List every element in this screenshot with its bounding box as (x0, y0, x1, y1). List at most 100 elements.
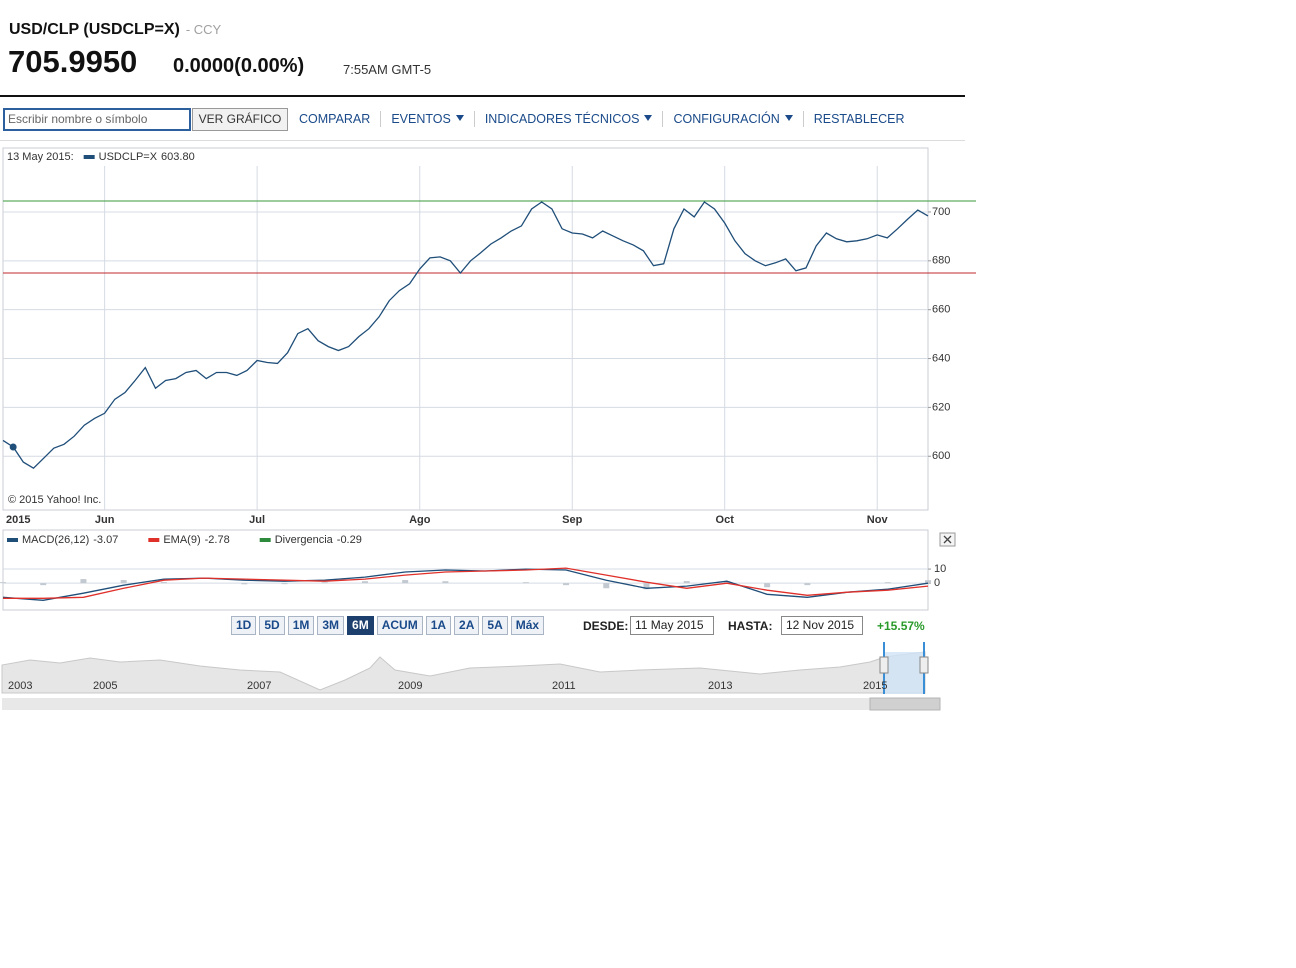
navigator-year: 2013 (708, 680, 732, 692)
navigator (1, 640, 941, 711)
x-tick-label: Jun (95, 514, 115, 526)
series-line (2, 568, 929, 601)
close-icon (943, 535, 952, 544)
bar (563, 583, 570, 586)
bar (723, 581, 730, 584)
bar (160, 582, 167, 584)
bar (522, 582, 529, 584)
legend-swatch (148, 538, 160, 542)
to-label: HASTA: (728, 619, 773, 633)
plot-frame (2, 147, 929, 511)
series-line (3, 567, 929, 599)
legend-name: Divergencia (275, 534, 334, 546)
bar (643, 583, 650, 590)
navigator-sparkline (1, 651, 926, 694)
chart: 0 10 MACD(26,12) -3.07 EMA(9) -2.78 Divergenci… (0, 529, 946, 611)
view-chart-button[interactable]: VER GRÁFICO (192, 108, 288, 131)
from-date[interactable]: 11 May 2015 (630, 616, 714, 635)
toolbar-menu: COMPARAR EVENTOS INDICADORES TÉCNICOS CONFI… (289, 111, 915, 127)
legend-date: 13 May 2015: (7, 151, 74, 163)
range-button[interactable]: Máx (510, 616, 545, 635)
y-tick-label: 640 (932, 352, 950, 364)
price: 705.9950 (8, 44, 138, 79)
range-change: +15.57% (877, 619, 925, 633)
menu-item[interactable]: INDICADORES TÉCNICOS (473, 111, 663, 127)
x-tick-label: Nov (867, 514, 889, 526)
bar (603, 583, 610, 589)
y-tick-label: 660 (932, 304, 950, 316)
range-buttons: 1D 5D 1M 3M 6M ACUM 1A 2A 5A Máx (231, 616, 545, 635)
bar (281, 583, 288, 585)
bar (241, 583, 248, 585)
search-input[interactable]: Escribir nombre o símbolo (3, 108, 191, 131)
bar (40, 583, 47, 586)
bar (683, 581, 690, 584)
x-tick-label: Jul (249, 514, 265, 526)
exchange: - CCY (185, 22, 222, 37)
bar (884, 582, 891, 584)
menu-item[interactable]: CONFIGURACIÓN (662, 111, 802, 127)
range-button[interactable]: 2A (454, 616, 480, 635)
scrollbar-thumb[interactable] (869, 697, 941, 711)
bar (80, 579, 87, 584)
y-tick-label: 620 (932, 401, 950, 413)
legend-swatch (259, 538, 271, 542)
x-tick-label: 2015 (6, 514, 30, 526)
legend-readout: -3.07 (93, 534, 118, 546)
to-date[interactable]: 12 Nov 2015 (781, 616, 863, 635)
x-tick-label: Ago (409, 514, 431, 526)
scrollbar[interactable] (2, 698, 940, 710)
legend-swatch (83, 155, 95, 159)
range-button[interactable]: 5D (259, 616, 285, 635)
range-button[interactable]: 6M (347, 616, 374, 635)
legend-name: USDCLP=X (99, 151, 158, 163)
bar (321, 582, 328, 584)
range-button[interactable]: 5A (482, 616, 508, 635)
bar (804, 583, 811, 586)
y-tick-label: 0 (934, 577, 940, 589)
menu-item[interactable]: RESTABLECER (802, 111, 915, 127)
divider (0, 95, 965, 97)
hover-point (9, 443, 17, 451)
y-tick-label: 700 (932, 206, 950, 218)
copyright: © 2015 Yahoo! Inc. (8, 494, 101, 506)
y-tick-label: 680 (932, 255, 950, 267)
navigator-grip[interactable] (919, 656, 929, 674)
bar (442, 581, 449, 584)
title: USD/CLP (USDCLP=X) - CCY (9, 21, 221, 39)
series-line (2, 201, 929, 470)
menu-item[interactable]: COMPARAR (299, 112, 371, 126)
range-button[interactable]: 1M (287, 616, 315, 635)
navigator-year: 2005 (93, 680, 117, 692)
divider (0, 140, 965, 141)
navigator-year: 2009 (398, 680, 422, 692)
navigator-selection[interactable] (884, 652, 924, 694)
range-button[interactable]: 1A (425, 616, 452, 635)
x-tick-label: Sep (562, 514, 582, 526)
legend-name: EMA(9) (163, 534, 200, 546)
navigator-year: 2015 (863, 680, 887, 692)
navigator-grip[interactable] (879, 656, 889, 674)
legend-readout: -2.78 (205, 534, 230, 546)
range-button[interactable]: 1D (231, 616, 257, 635)
legend-readout: -0.29 (337, 534, 362, 546)
x-tick-label: Oct (716, 514, 735, 526)
bar (0, 582, 6, 584)
navigator-year: 2003 (8, 680, 32, 692)
y-tick-label: 600 (932, 450, 950, 462)
navigator-year: 2011 (552, 680, 576, 692)
range-button[interactable]: ACUM (376, 616, 423, 635)
range-button[interactable]: 3M (317, 616, 345, 635)
menu-item[interactable]: EVENTOS (380, 111, 474, 127)
title-text: USD/CLP (USDCLP=X) (9, 21, 180, 38)
bar (925, 580, 931, 584)
legend-name: MACD(26,12) (22, 534, 89, 546)
bar (402, 580, 409, 584)
from-label: DESDE: (583, 619, 629, 633)
y-tick-label: 10 (934, 563, 946, 575)
legend-swatch (7, 538, 18, 542)
chart: 600 620 640 660 680 700 2015 Jun Jul Ago Sep Oct Nov… (2, 147, 976, 526)
chart-area: 600 620 640 660 680 700 2015 Jun Jul Ago Sep Oct Nov… (0, 147, 976, 711)
bar (764, 583, 771, 588)
bar (120, 580, 127, 584)
